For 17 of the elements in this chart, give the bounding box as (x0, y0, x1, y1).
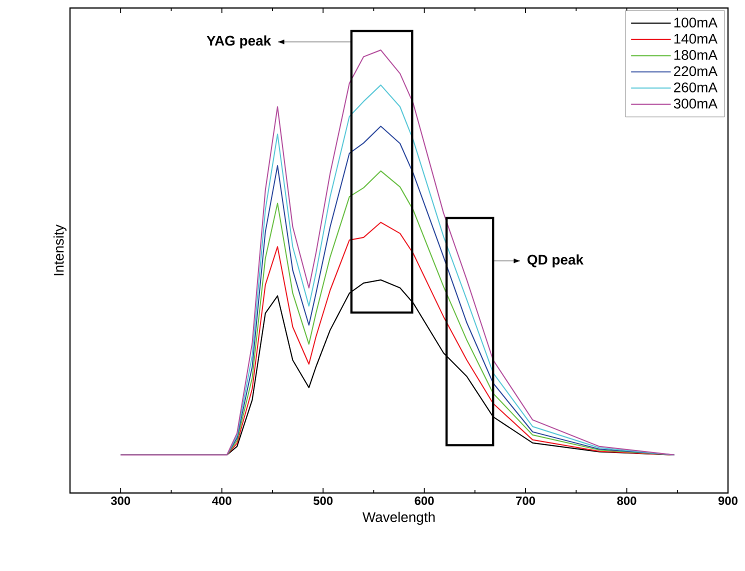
legend-label: 260mA (674, 82, 718, 92)
x-tick-label: 900 (718, 496, 738, 505)
x-axis-title: Wavelength (362, 512, 435, 525)
legend-label: 180mA (674, 50, 718, 60)
text: YAG peak (206, 35, 272, 48)
x-tick-label: 500 (313, 496, 333, 505)
x-tick-label: 300 (110, 496, 130, 505)
x-tick-label: 700 (516, 496, 536, 505)
annotation: QD peak (528, 254, 584, 268)
legend-label: 140mA (674, 34, 718, 44)
x-tick-label: 600 (414, 496, 434, 505)
x-tick-label: 800 (617, 496, 636, 505)
x-tick-label: 400 (212, 496, 232, 505)
legend-label: 100mA (674, 18, 718, 28)
legend-label: 220mA (674, 66, 718, 76)
legend-label: 300mA (674, 98, 718, 109)
y-axis-title: Intensity (53, 224, 66, 276)
